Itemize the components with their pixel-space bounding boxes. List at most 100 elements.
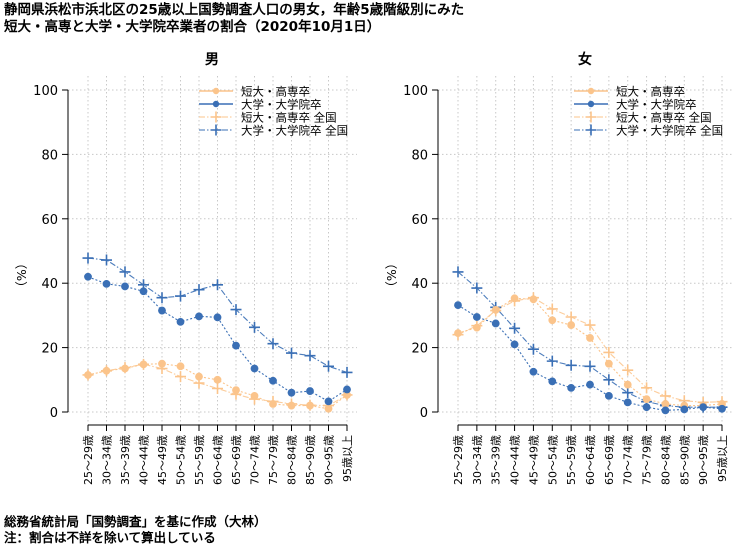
legend-label: 大学・大学院卒 全国 (241, 124, 348, 138)
data-point (213, 375, 222, 384)
legend-label: 短大・高専卒 (616, 85, 685, 99)
legend-marker (212, 100, 220, 108)
legend-label: 短大・高専卒 全国 (241, 111, 337, 125)
x-tick-label: 85～90歳 (304, 435, 317, 485)
y-tick-label: 80 (41, 148, 58, 163)
x-tick-label: 40～44歳 (509, 435, 522, 485)
data-point (324, 397, 333, 406)
legend-marker-plus (585, 111, 597, 123)
data-point (139, 287, 148, 296)
x-tick-label: 45～49歳 (156, 435, 169, 485)
legend-label: 短大・高専卒 全国 (616, 111, 712, 125)
y-tick-label: 0 (420, 406, 428, 421)
series-national-daigaku (82, 252, 353, 378)
data-point-plus (267, 338, 279, 350)
data-point-plus (452, 266, 464, 278)
x-tick-label: 40～44歳 (138, 435, 151, 485)
data-point-plus (659, 390, 671, 402)
x-tick-label: 90～95歳 (697, 435, 710, 485)
x-tick-label: 85～90歳 (678, 435, 691, 485)
data-point-plus (471, 282, 483, 294)
data-point-plus (341, 366, 353, 378)
data-point-plus (286, 347, 297, 359)
panel-title: 男 (205, 52, 219, 68)
data-point-plus (101, 254, 112, 266)
y-axis-label: （%） (14, 257, 29, 294)
data-point (661, 400, 670, 408)
data-point (472, 313, 481, 321)
data-point (195, 312, 203, 321)
series-line (457, 297, 723, 403)
data-point (604, 359, 613, 368)
data-point (491, 319, 500, 328)
y-tick-label: 60 (41, 213, 58, 228)
data-point (269, 376, 277, 385)
x-tick-label: 45～49歳 (527, 435, 540, 485)
data-point-plus (603, 346, 615, 358)
data-point-plus (622, 364, 634, 376)
legend-label: 大学・大学院卒 (616, 98, 697, 112)
legend-item: 大学・大学院卒 (199, 98, 322, 112)
data-point-plus (175, 290, 186, 302)
data-point (567, 321, 576, 329)
data-point (158, 359, 166, 368)
data-point-plus (304, 350, 316, 362)
data-point (121, 364, 129, 373)
x-tick-label: 55～59歳 (565, 435, 578, 485)
series-local-daigaku (454, 301, 726, 415)
x-tick-label: 25～29歳 (82, 435, 95, 485)
data-point-plus (527, 343, 539, 355)
data-point (176, 362, 185, 371)
data-point (510, 294, 519, 303)
x-tick-label: 75～79歳 (267, 435, 280, 485)
chart-area: 男 0 20 40 60 80 100 （%） 25～29歳 30～34歳 35～39歳 40～44歳… (14, 51, 732, 485)
x-tick-label: 80～84歳 (659, 435, 672, 485)
data-point (121, 282, 129, 291)
x-tick-label: 65～69歳 (230, 435, 243, 485)
data-point (491, 306, 500, 314)
legend-item: 大学・大学院卒 全国 (574, 124, 723, 138)
data-point (623, 398, 632, 407)
y-tick-label: 40 (411, 277, 428, 292)
data-point-plus (565, 359, 577, 371)
legend-label: 大学・大学院卒 全国 (616, 124, 723, 138)
data-point (176, 317, 185, 326)
data-point (306, 387, 314, 395)
legend-marker-plus (210, 111, 222, 123)
data-point (680, 405, 689, 414)
data-point (510, 340, 519, 349)
y-tick-label: 60 (411, 213, 428, 228)
data-point (623, 380, 632, 389)
data-point-plus (212, 382, 223, 394)
data-point (158, 306, 166, 315)
series-local-tanki (454, 294, 726, 410)
panel-title: 女 (578, 51, 592, 68)
x-tick-label: 95歳以上 (716, 435, 729, 482)
x-tick-label: 35～39歳 (119, 435, 132, 485)
x-tick-label: 65～69歳 (603, 435, 616, 485)
data-point-plus (156, 292, 168, 304)
legend-marker (587, 100, 595, 108)
x-tick-label: 70～74歳 (249, 435, 262, 485)
chart-title-line2: 短大・高専と大学・大学院卒業者の割合（2020年10月1日） (4, 19, 381, 35)
legend-label: 短大・高専卒 (241, 85, 310, 99)
data-point (102, 366, 111, 375)
legend-marker (587, 87, 595, 95)
x-tick-label: 75～79歳 (641, 435, 654, 485)
legend-item: 大学・大学院卒 (574, 98, 697, 112)
data-point (84, 371, 92, 379)
data-point (529, 295, 538, 304)
data-point-plus (603, 374, 615, 386)
series-local-tanki (84, 359, 351, 413)
data-point-plus (509, 322, 521, 334)
data-point (250, 364, 259, 373)
data-point-plus (82, 252, 94, 264)
x-tick-label: 90～95歳 (323, 435, 336, 485)
data-point (699, 403, 708, 412)
data-point (343, 385, 351, 394)
panel-male: 男 0 20 40 60 80 100 （%） 25～29歳 30～34歳 35～39歳 40～44歳… (14, 52, 357, 485)
legend-item: 大学・大学院卒 全国 (199, 124, 348, 138)
data-point (213, 313, 222, 322)
data-point-plus (584, 319, 596, 331)
